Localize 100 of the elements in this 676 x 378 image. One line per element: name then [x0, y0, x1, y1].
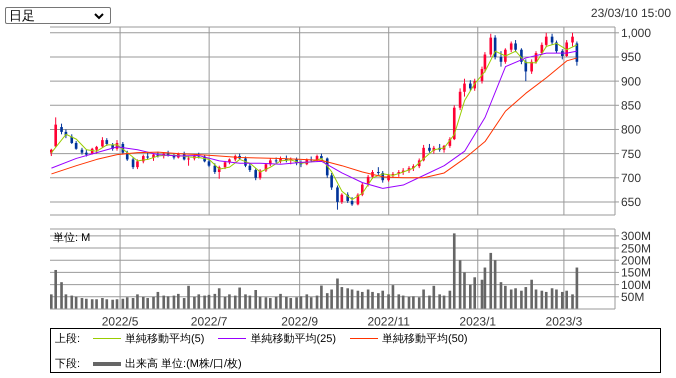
bar — [524, 287, 528, 309]
bar — [254, 290, 258, 309]
bar — [142, 296, 145, 309]
x-tick-label: 2022/5 — [102, 314, 139, 329]
bar — [268, 298, 272, 309]
x-tick-label: 2022/9 — [281, 314, 318, 329]
candlestick — [458, 88, 462, 111]
y-tick-label: 700 — [621, 171, 642, 186]
candlestick — [550, 33, 554, 46]
legend-label: 単純移動平均(50) — [382, 332, 468, 346]
y-tick-label: 850 — [621, 98, 642, 113]
bar — [305, 294, 308, 309]
bar — [197, 294, 200, 309]
bar — [218, 288, 221, 309]
bar — [565, 290, 568, 309]
candlestick — [489, 33, 492, 58]
bar — [90, 299, 94, 309]
y-tick-label: 650 — [621, 195, 642, 210]
bar — [74, 296, 78, 309]
candlestick — [544, 32, 548, 48]
bar — [50, 294, 53, 309]
y-tick-label: 900 — [621, 74, 642, 88]
y-axis-title: 単位: M — [53, 231, 90, 245]
legend-label: 出来高 単位:(M株/口/枚) — [125, 356, 242, 371]
candlestick — [214, 162, 216, 174]
candlestick — [555, 40, 558, 54]
bar — [193, 296, 196, 309]
bar — [381, 290, 384, 309]
y-tick-label: 50M — [621, 290, 644, 304]
bar — [101, 298, 104, 309]
bar — [244, 294, 247, 309]
bar — [489, 252, 492, 309]
bar — [208, 294, 210, 309]
bar — [473, 277, 476, 309]
bar — [80, 298, 84, 309]
bar — [350, 289, 354, 309]
legend-title: 下段: — [55, 357, 82, 371]
text: 日足 — [9, 6, 35, 24]
bar — [356, 290, 360, 309]
y-tick-label: 100M — [621, 278, 652, 292]
candlestick — [340, 192, 344, 204]
bar — [540, 290, 544, 309]
candlestick — [101, 136, 104, 148]
bar — [214, 294, 216, 309]
bar — [116, 299, 118, 309]
candlestick — [132, 156, 134, 170]
bar — [544, 292, 548, 309]
y-tick-label: 1,000 — [621, 26, 652, 40]
x-tick-label: 2022/11 — [367, 314, 410, 329]
bar — [397, 294, 400, 309]
legend-title: 上段: — [55, 332, 82, 346]
y-tick-label: 250M — [621, 241, 652, 256]
bar — [60, 282, 63, 309]
candlestick — [54, 116, 58, 148]
candlestick — [514, 40, 517, 53]
bar — [258, 296, 262, 309]
bar — [166, 296, 170, 309]
candlestick — [571, 32, 574, 47]
bar — [136, 294, 139, 309]
bar — [70, 296, 74, 309]
bar — [494, 260, 496, 309]
y-tick-label: 300M — [621, 229, 652, 244]
candlestick — [504, 48, 507, 64]
candlestick — [254, 168, 258, 181]
y-tick-label: 800 — [621, 122, 642, 137]
bar — [238, 288, 241, 309]
y-tick-label: 950 — [621, 50, 642, 64]
candlestick — [469, 80, 472, 92]
bar — [500, 282, 502, 309]
bar — [279, 294, 282, 309]
candlestick — [377, 166, 380, 176]
bar — [448, 290, 452, 309]
bar — [371, 292, 374, 309]
bar — [510, 289, 513, 309]
y-tick-label: 150M — [621, 266, 652, 280]
bar — [377, 293, 380, 309]
y-tick-label: 750 — [621, 146, 642, 161]
bar — [224, 296, 226, 309]
bar — [326, 293, 329, 309]
bar — [330, 289, 333, 309]
bar — [289, 298, 292, 309]
bar — [336, 278, 339, 309]
bar — [105, 299, 108, 309]
text: 23/03/10 15:00 — [590, 6, 671, 20]
bar — [95, 299, 98, 309]
candlestick — [336, 185, 339, 210]
candlestick — [510, 41, 513, 53]
bar — [172, 296, 176, 309]
candlestick — [60, 123, 63, 135]
bar — [422, 289, 425, 309]
bar — [300, 296, 302, 309]
bar — [285, 296, 288, 309]
bar — [560, 292, 564, 309]
x-tick-label: 2023/3 — [546, 314, 583, 329]
bar — [408, 296, 410, 309]
x-tick-label: 2022/7 — [190, 314, 228, 329]
bar — [484, 268, 486, 309]
legend-label: 単純移動平均(5) — [125, 332, 204, 346]
legend-label: 単純移動平均(25) — [250, 332, 336, 346]
bar — [162, 296, 166, 309]
